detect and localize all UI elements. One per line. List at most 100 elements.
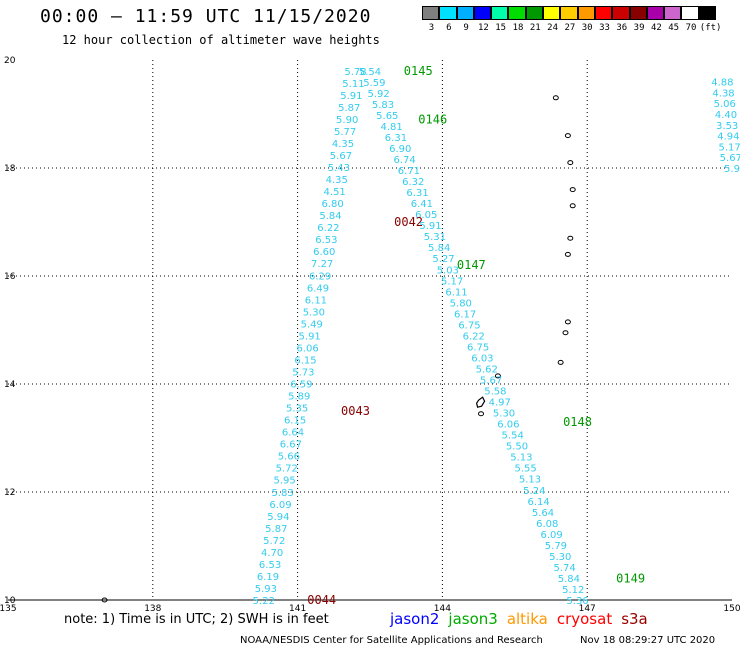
legend-swatch — [664, 6, 682, 20]
swh-value: 4.35 — [332, 139, 354, 150]
swh-value: 4.35 — [326, 175, 348, 186]
swh-value: 5.84 — [319, 211, 341, 222]
swh-value: 6.75 — [458, 320, 480, 331]
legend-label: 39 — [633, 23, 645, 33]
legend-swatch — [491, 6, 509, 20]
swh-value: 5.87 — [265, 524, 287, 535]
legend-swatch — [508, 6, 526, 20]
swh-value: 4.81 — [380, 122, 402, 133]
swh-value: 5.30 — [303, 307, 325, 318]
pass-label: 0146 — [418, 112, 447, 126]
chart-subtitle: 12 hour collection of altimeter wave hei… — [62, 33, 380, 47]
x-tick-label: 141 — [289, 604, 306, 614]
swh-value: 5.27 — [432, 254, 454, 265]
legend-swatch — [439, 6, 457, 20]
swh-value: 6.14 — [527, 497, 549, 508]
swh-value: 6.64 — [282, 428, 304, 439]
swh-value: 5.58 — [484, 387, 506, 398]
pass-label: 0149 — [616, 571, 645, 585]
x-tick-label: 150 — [723, 604, 740, 614]
y-tick-label: 14 — [4, 380, 16, 390]
swh-value: 6.59 — [290, 380, 312, 391]
swh-value: 5.93 — [255, 584, 277, 595]
pass-label: 0148 — [563, 415, 592, 429]
swh-value: 5.87 — [338, 103, 360, 114]
swh-value: 5.65 — [376, 111, 398, 122]
y-tick-label: 16 — [4, 272, 16, 282]
swh-value: 6.15 — [284, 416, 306, 427]
pass-label: 0147 — [457, 258, 486, 272]
swh-value: 5.35 — [286, 404, 308, 415]
swh-value: 6.74 — [393, 155, 415, 166]
swh-value: 5.92 — [368, 89, 390, 100]
legend-swatch — [560, 6, 578, 20]
swh-value: 5.03 — [437, 265, 459, 276]
swh-value: 5.72 — [263, 536, 285, 547]
swh-value: 5.94 — [267, 512, 289, 523]
legend-swatch — [681, 6, 699, 20]
island-guam — [475, 396, 486, 408]
legend-swatch — [612, 6, 630, 20]
swh-value: 6.31 — [406, 188, 428, 199]
swh-value: 5.73 — [292, 367, 314, 378]
swh-value: 6.22 — [317, 223, 339, 234]
swh-value: 5.90 — [336, 115, 358, 126]
legend-label: 3 — [428, 23, 435, 33]
swh-value: 4.94 — [717, 132, 739, 143]
note-text: note: 1) Time is in UTC; 2) SWH is in fe… — [64, 612, 329, 627]
legend-label: 9 — [463, 23, 469, 33]
x-tick-label: 138 — [144, 604, 161, 614]
island-outline — [494, 373, 501, 379]
x-tick-label: 147 — [579, 604, 596, 614]
swh-value: 5.36 — [566, 596, 588, 607]
swh-value: 5.66 — [278, 452, 300, 463]
swh-value: 6.41 — [411, 199, 433, 210]
island-outline — [569, 187, 576, 193]
island-outline — [564, 319, 571, 325]
island-outline — [567, 160, 574, 166]
y-tick-label: 20 — [4, 56, 16, 66]
pass-label: 0043 — [341, 404, 370, 418]
legend-label: 6 — [446, 23, 452, 33]
legend-label: 18 — [512, 23, 524, 33]
legend-label: 27 — [564, 23, 576, 33]
footer-timestamp: Nov 18 08:29:27 UTC 2020 — [580, 635, 716, 646]
swh-value: 5.30 — [493, 409, 515, 420]
island-outline — [557, 359, 564, 365]
satellite-cryosat: cryosat — [556, 610, 613, 628]
swh-value: 6.11 — [445, 287, 467, 298]
legend-swatch — [543, 6, 561, 20]
swh-value: 6.17 — [454, 309, 476, 320]
island-outline — [552, 95, 559, 101]
swh-value: 6.11 — [305, 295, 327, 306]
legend-label: 15 — [495, 23, 507, 33]
swh-value: 5.30 — [549, 552, 571, 563]
swh-value: 5.13 — [519, 475, 541, 486]
legend-label: (ft) — [699, 23, 722, 33]
swh-value: 6.05 — [415, 210, 437, 221]
swh-value: 6.06 — [497, 420, 519, 431]
swh-value: 5.84 — [558, 574, 580, 585]
x-tick-label: 135 — [0, 604, 17, 614]
swh-value: 5.22 — [253, 596, 275, 607]
chart-title: 00:00 – 11:59 UTC 11/15/2020 — [40, 6, 372, 27]
swh-value: 6.06 — [296, 343, 318, 354]
swh-value: 5.24 — [523, 486, 545, 497]
swh-value: 4.70 — [261, 548, 283, 559]
swh-value: 5.11 — [342, 79, 364, 90]
swh-value: 5.91 — [340, 91, 362, 102]
legend-label: 24 — [547, 23, 559, 33]
legend-label: 33 — [599, 23, 610, 33]
swh-value: 6.67 — [280, 440, 302, 451]
swh-value: 5.12 — [562, 585, 584, 596]
island-outline — [569, 203, 576, 209]
satellite-s3a: s3a — [621, 610, 648, 628]
swh-value: 4.38 — [712, 88, 734, 99]
satellite-legend: jason2 jason3 altika cryosat s3a — [390, 610, 657, 628]
pass-label: 0145 — [404, 64, 433, 78]
legend-swatch — [577, 6, 595, 20]
swh-value: 5.74 — [553, 563, 575, 574]
swh-value: 5.77 — [334, 127, 356, 138]
swh-value: 5.62 — [476, 364, 498, 375]
